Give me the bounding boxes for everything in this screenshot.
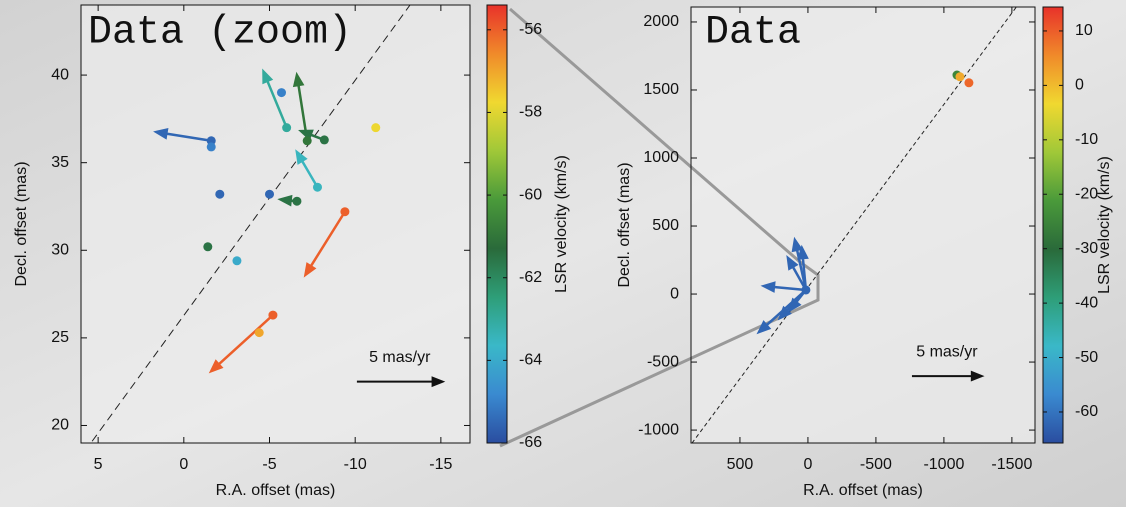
plot-area bbox=[691, 7, 1035, 443]
point bbox=[232, 256, 242, 266]
plot-frame bbox=[80, 4, 471, 444]
x-tick-label: 0 bbox=[803, 456, 812, 473]
point bbox=[292, 196, 302, 206]
x-tick-label: -15 bbox=[429, 456, 452, 473]
point bbox=[254, 328, 264, 338]
scale-arrow-label: 5 mas/yr bbox=[369, 349, 431, 366]
colorbar-tick-label: 0 bbox=[1075, 77, 1084, 94]
chart-title: Data (zoom) bbox=[88, 11, 352, 56]
x-axis-label: R.A. offset (mas) bbox=[803, 482, 923, 499]
point bbox=[312, 182, 322, 192]
arrow bbox=[295, 149, 319, 188]
x-tick-label: -1000 bbox=[923, 456, 964, 473]
plot-area bbox=[81, 5, 470, 443]
y-tick-label: 1500 bbox=[643, 81, 679, 98]
x-tick-label: 0 bbox=[179, 456, 188, 473]
colorbar-tick-label: -58 bbox=[519, 104, 542, 121]
point bbox=[955, 72, 965, 82]
y-tick-label: 40 bbox=[51, 66, 69, 83]
y-tick-label: 500 bbox=[652, 217, 679, 234]
point bbox=[801, 285, 811, 295]
x-tick-label: -1500 bbox=[991, 456, 1032, 473]
colorbar-tick-label: -20 bbox=[1075, 185, 1098, 202]
colorbar-tick-label: -50 bbox=[1075, 349, 1098, 366]
colorbar-tick-label: -40 bbox=[1075, 294, 1098, 311]
point bbox=[268, 310, 278, 320]
y-tick-label: 1000 bbox=[643, 149, 679, 166]
y-tick-label: 20 bbox=[51, 417, 69, 434]
x-tick-label: 5 bbox=[94, 456, 103, 473]
colorbar bbox=[1042, 6, 1064, 444]
y-tick-label: 2000 bbox=[643, 13, 679, 30]
point bbox=[340, 207, 350, 217]
colorbar bbox=[486, 4, 508, 444]
point bbox=[371, 123, 381, 133]
x-axis-label: R.A. offset (mas) bbox=[216, 482, 336, 499]
arrow bbox=[262, 68, 288, 129]
arrow bbox=[153, 128, 212, 143]
reference-line bbox=[91, 5, 411, 442]
x-tick-label: 500 bbox=[727, 456, 754, 473]
arrow bbox=[797, 244, 809, 291]
point bbox=[964, 78, 974, 88]
point bbox=[265, 189, 275, 199]
arrow bbox=[760, 281, 807, 293]
chart-title: Data bbox=[705, 11, 801, 56]
arrow bbox=[208, 314, 274, 374]
point bbox=[282, 123, 292, 133]
colorbar-tick-label: 10 bbox=[1075, 22, 1093, 39]
y-tick-label: -1000 bbox=[638, 421, 679, 438]
scale-arrow-label: 5 mas/yr bbox=[916, 343, 978, 360]
point bbox=[203, 242, 213, 252]
colorbar-label: LSR velocity (km/s) bbox=[553, 155, 570, 293]
colorbar-tick-label: -30 bbox=[1075, 240, 1098, 257]
y-tick-label: 25 bbox=[51, 329, 69, 346]
y-tick-label: 0 bbox=[670, 285, 679, 302]
colorbar-tick-label: -60 bbox=[519, 186, 542, 203]
colorbar-tick-label: -66 bbox=[519, 434, 542, 451]
arrow bbox=[303, 211, 346, 278]
colorbar-tick-label: -10 bbox=[1075, 131, 1098, 148]
plot-frame bbox=[690, 6, 1036, 444]
colorbar-tick-label: -62 bbox=[519, 269, 542, 286]
x-tick-label: -5 bbox=[262, 456, 276, 473]
zoom-connector bbox=[499, 7, 820, 448]
point bbox=[319, 135, 329, 145]
x-tick-label: -10 bbox=[344, 456, 367, 473]
y-tick-label: 30 bbox=[51, 241, 69, 258]
x-tick-label: -500 bbox=[860, 456, 892, 473]
scale-arrow bbox=[356, 376, 446, 388]
colorbar-tick-label: -56 bbox=[519, 21, 542, 38]
y-axis-label: Decl. offset (mas) bbox=[616, 162, 633, 287]
scale-arrow bbox=[911, 370, 985, 382]
point bbox=[276, 88, 286, 98]
point bbox=[206, 142, 216, 152]
colorbar-tick-label: -64 bbox=[519, 352, 542, 369]
y-tick-label: -500 bbox=[647, 353, 679, 370]
y-axis-label: Decl. offset (mas) bbox=[13, 161, 30, 286]
point bbox=[302, 136, 312, 146]
colorbar-label: LSR velocity (km/s) bbox=[1096, 156, 1113, 294]
y-tick-label: 35 bbox=[51, 154, 69, 171]
point bbox=[215, 189, 225, 199]
colorbar-tick-label: -60 bbox=[1075, 403, 1098, 420]
